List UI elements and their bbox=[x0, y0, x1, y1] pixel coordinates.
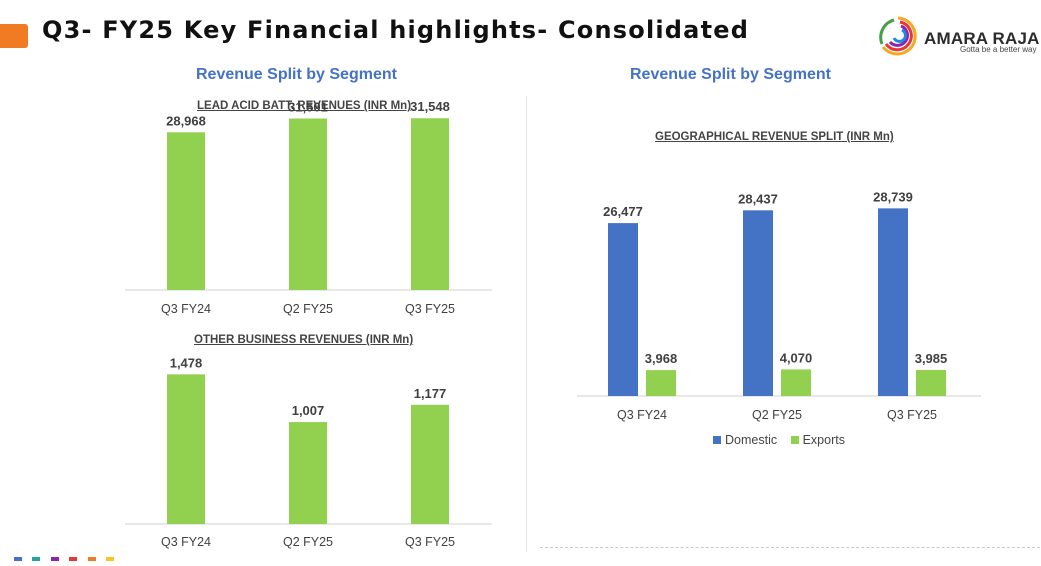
right-section-title: Revenue Split by Segment bbox=[630, 66, 831, 83]
lead-acid-chart-title: LEAD ACID BATT. REVENUES (INR Mn) bbox=[197, 100, 412, 112]
bar bbox=[167, 132, 205, 290]
page-title: Q3- FY25 Key Financial highlights- Conso… bbox=[42, 16, 750, 44]
x-tick-label: Q3 FY25 bbox=[405, 302, 455, 316]
lead-acid-chart: 28,968 Q3 FY24 31,501 Q2 FY25 31,548 Q3 FY25 bbox=[125, 99, 492, 316]
geo-split-chart-title: GEOGRAPHICAL REVENUE SPLIT (INR Mn) bbox=[655, 131, 894, 143]
panel-divider bbox=[526, 96, 527, 552]
footer-color-dots bbox=[14, 548, 120, 566]
geo-split-chart: 26,477 3,968 Q3 FY24 28,437 4,070 Q2 FY25 28,7… bbox=[577, 189, 981, 422]
data-label: 31,501 bbox=[288, 99, 328, 114]
x-tick-label: Q2 FY25 bbox=[752, 408, 802, 422]
data-label: 4,070 bbox=[780, 350, 813, 365]
bar bbox=[289, 118, 327, 290]
data-label: 3,985 bbox=[915, 351, 948, 366]
other-business-chart: 1,478 Q3 FY24 1,007 Q2 FY25 1,177 Q3 FY25 bbox=[125, 355, 492, 549]
geo-chart-legend: Domestic Exports bbox=[713, 433, 855, 447]
legend-item-domestic: Domestic bbox=[713, 433, 777, 447]
bar bbox=[411, 404, 449, 524]
data-label: 1,177 bbox=[414, 386, 447, 401]
bar-exports bbox=[646, 370, 676, 396]
footer-dot bbox=[69, 557, 78, 561]
bar-domestic bbox=[743, 210, 773, 396]
footer-dot bbox=[14, 557, 22, 561]
x-tick-label: Q3 FY24 bbox=[161, 302, 211, 316]
bar-exports bbox=[916, 369, 946, 396]
other-business-chart-title: OTHER BUSINESS REVENUES (INR Mn) bbox=[194, 334, 414, 346]
footer-dot bbox=[106, 557, 115, 561]
x-tick-label: Q3 FY25 bbox=[405, 535, 455, 549]
footer-dot bbox=[87, 557, 96, 561]
legend-swatch-domestic bbox=[713, 436, 721, 444]
x-tick-label: Q3 FY25 bbox=[887, 408, 937, 422]
data-label: 26,477 bbox=[603, 204, 643, 219]
footer-dot bbox=[50, 557, 59, 561]
logo-tagline: Gotta be a better way bbox=[960, 45, 1037, 54]
title-accent-tab bbox=[0, 24, 28, 48]
legend-label-exports: Exports bbox=[802, 433, 845, 447]
bar-domestic bbox=[608, 223, 638, 396]
footer-dot bbox=[32, 557, 41, 561]
logo-swirl-icon bbox=[879, 16, 917, 56]
bar bbox=[167, 374, 205, 524]
legend-item-exports: Exports bbox=[790, 433, 845, 447]
company-logo: AMARA RAJA Gotta be a better way bbox=[874, 14, 1039, 60]
data-label: 28,739 bbox=[873, 189, 913, 204]
bar bbox=[289, 422, 327, 524]
x-tick-label: Q2 FY25 bbox=[283, 302, 333, 316]
data-label: 3,968 bbox=[645, 351, 678, 366]
left-section-title: Revenue Split by Segment bbox=[196, 66, 397, 83]
x-tick-label: Q3 FY24 bbox=[161, 535, 211, 549]
legend-swatch-exports bbox=[790, 436, 799, 444]
footer-dashed-line bbox=[540, 547, 1040, 548]
bar bbox=[411, 118, 449, 290]
legend-label-domestic: Domestic bbox=[725, 433, 778, 447]
x-tick-label: Q3 FY24 bbox=[617, 408, 667, 422]
logo-wordmark: AMARA RAJA bbox=[924, 29, 1040, 48]
x-tick-label: Q2 FY25 bbox=[283, 535, 333, 549]
data-label: 28,437 bbox=[738, 191, 778, 206]
data-label: 1,478 bbox=[170, 355, 203, 370]
data-label: 28,968 bbox=[166, 113, 206, 128]
data-label: 1,007 bbox=[292, 403, 325, 418]
data-label: 31,548 bbox=[410, 99, 450, 114]
bar-exports bbox=[781, 369, 811, 396]
bar-domestic bbox=[878, 208, 908, 396]
